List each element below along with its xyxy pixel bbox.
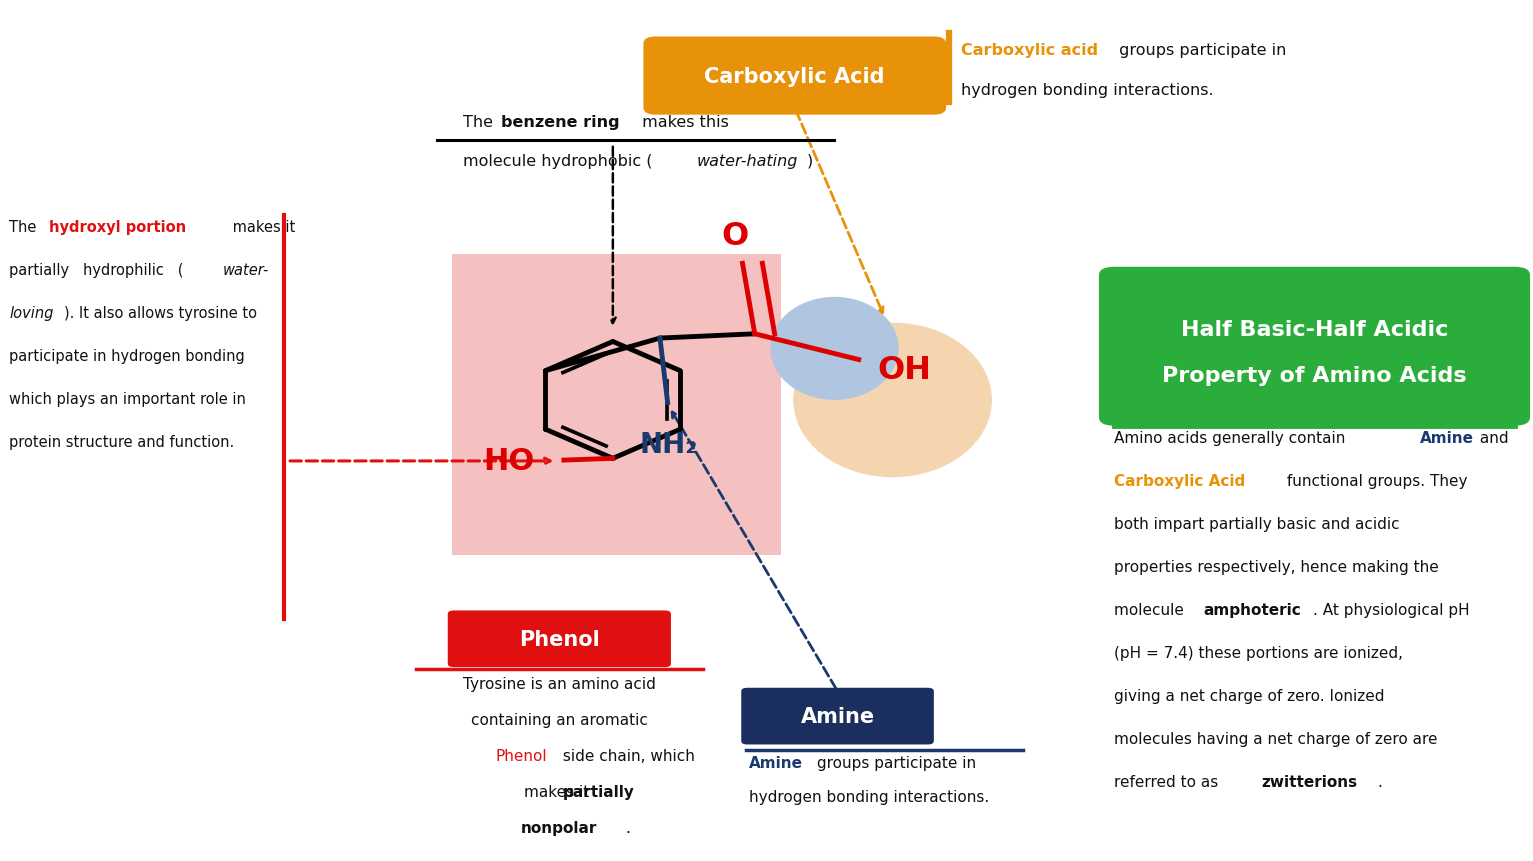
Text: zwitterions: zwitterions xyxy=(1262,774,1357,789)
Text: participate in hydrogen bonding: participate in hydrogen bonding xyxy=(9,349,245,364)
Text: Amine: Amine xyxy=(1420,430,1473,445)
Text: hydrogen bonding interactions.: hydrogen bonding interactions. xyxy=(961,83,1214,98)
Text: ): ) xyxy=(806,154,812,169)
Text: Half Basic-Half Acidic: Half Basic-Half Acidic xyxy=(1180,319,1449,340)
Text: molecule hydrophobic (: molecule hydrophobic ( xyxy=(463,154,653,169)
FancyBboxPatch shape xyxy=(448,610,671,667)
Ellipse shape xyxy=(793,323,992,478)
Text: makes it: makes it xyxy=(524,784,595,799)
Text: NH₂: NH₂ xyxy=(639,430,699,458)
Text: Amine: Amine xyxy=(750,755,803,770)
Text: makes it: makes it xyxy=(227,220,294,235)
Text: benzene ring: benzene ring xyxy=(501,115,619,130)
FancyBboxPatch shape xyxy=(742,688,934,745)
Text: and: and xyxy=(1475,430,1508,445)
Text: referred to as: referred to as xyxy=(1114,774,1223,789)
Text: groups participate in: groups participate in xyxy=(811,755,975,770)
Text: partially   hydrophilic   (: partially hydrophilic ( xyxy=(9,263,184,278)
Text: functional groups. They: functional groups. They xyxy=(1283,474,1469,488)
Text: containing an aromatic: containing an aromatic xyxy=(471,712,648,727)
Text: HO: HO xyxy=(483,447,535,476)
Text: protein structure and function.: protein structure and function. xyxy=(9,435,235,449)
Text: ). It also allows tyrosine to: ). It also allows tyrosine to xyxy=(64,306,258,321)
Text: Phenol: Phenol xyxy=(495,748,547,763)
Text: The: The xyxy=(9,220,41,235)
Text: hydrogen bonding interactions.: hydrogen bonding interactions. xyxy=(750,790,989,804)
Text: . At physiological pH: . At physiological pH xyxy=(1312,602,1470,617)
Text: Carboxylic Acid: Carboxylic Acid xyxy=(1114,474,1245,488)
Text: (pH = 7.4) these portions are ionized,: (pH = 7.4) these portions are ionized, xyxy=(1114,645,1403,660)
Text: partially: partially xyxy=(563,784,635,799)
Text: giving a net charge of zero. Ionized: giving a net charge of zero. Ionized xyxy=(1114,688,1384,703)
Text: Phenol: Phenol xyxy=(520,629,599,649)
Text: Amine: Amine xyxy=(800,706,875,727)
Text: molecule: molecule xyxy=(1114,602,1190,617)
Text: side chain, which: side chain, which xyxy=(558,748,694,763)
Text: Property of Amino Acids: Property of Amino Acids xyxy=(1162,365,1467,385)
Text: Amino acids generally contain: Amino acids generally contain xyxy=(1114,430,1351,445)
Text: water-: water- xyxy=(222,263,270,278)
Text: nonpolar: nonpolar xyxy=(521,821,598,835)
Text: Tyrosine is an amino acid: Tyrosine is an amino acid xyxy=(463,676,656,691)
Text: amphoteric: amphoteric xyxy=(1203,602,1300,617)
FancyBboxPatch shape xyxy=(1099,268,1530,426)
Text: Carboxylic Acid: Carboxylic Acid xyxy=(705,66,885,86)
Text: OH: OH xyxy=(877,355,932,386)
Text: .: . xyxy=(1377,774,1383,789)
Text: groups participate in: groups participate in xyxy=(1114,42,1286,58)
Text: both impart partially basic and acidic: both impart partially basic and acidic xyxy=(1114,517,1400,531)
Text: hydroxyl portion: hydroxyl portion xyxy=(49,220,185,235)
Text: water-hating: water-hating xyxy=(698,154,799,169)
Text: Carboxylic acid: Carboxylic acid xyxy=(961,42,1099,58)
FancyBboxPatch shape xyxy=(452,255,780,555)
Text: .: . xyxy=(625,821,630,835)
FancyBboxPatch shape xyxy=(644,37,946,115)
Text: makes this: makes this xyxy=(638,115,730,130)
Text: properties respectively, hence making the: properties respectively, hence making th… xyxy=(1114,560,1439,574)
Text: O: O xyxy=(721,221,748,252)
Text: The: The xyxy=(463,115,498,130)
Ellipse shape xyxy=(770,297,898,400)
Text: loving: loving xyxy=(9,306,54,321)
Text: which plays an important role in: which plays an important role in xyxy=(9,392,245,407)
Text: molecules having a net charge of zero are: molecules having a net charge of zero ar… xyxy=(1114,731,1438,746)
